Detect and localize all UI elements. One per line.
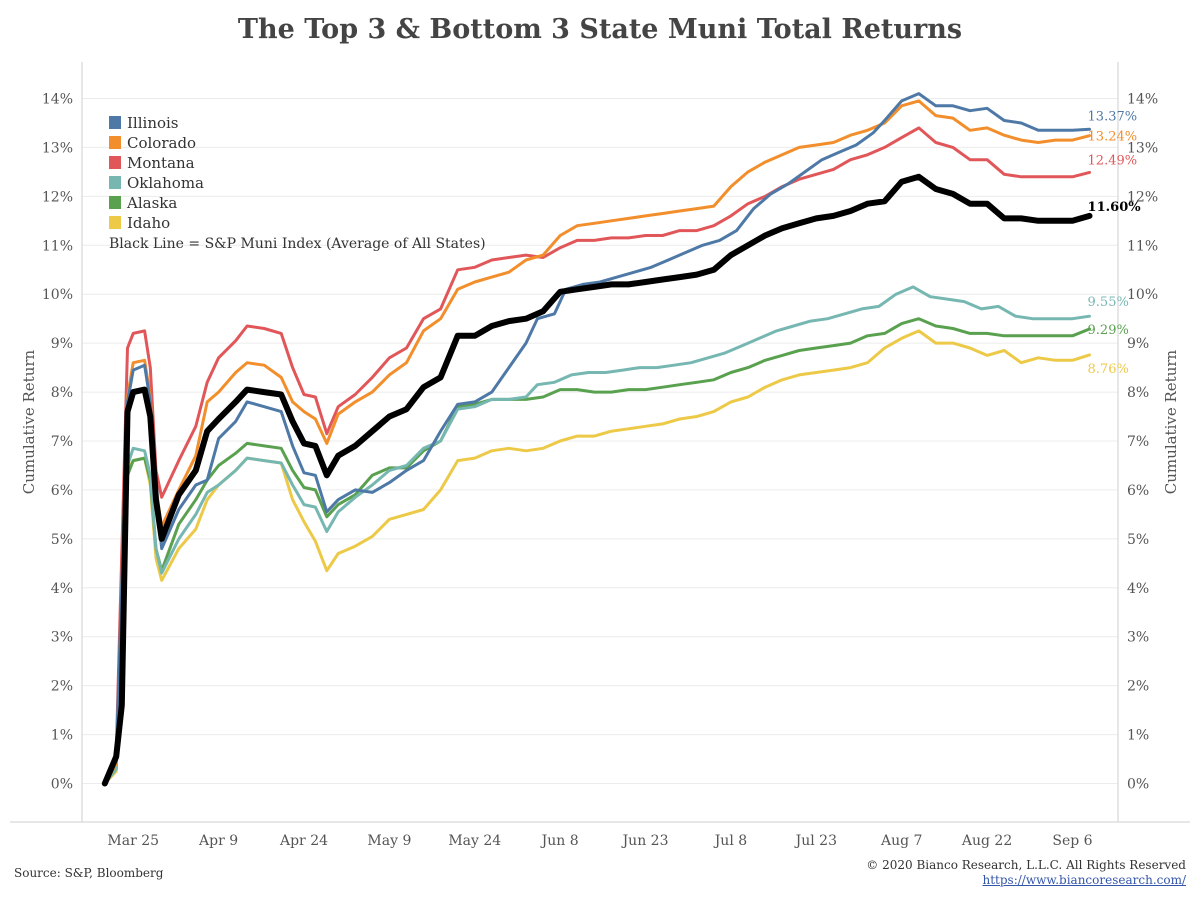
series-line-illinois xyxy=(103,92,1091,785)
legend-swatch xyxy=(109,196,121,209)
y-axis-label-right: Cumulative Return xyxy=(1162,349,1180,494)
x-tick-label: Aug 7 xyxy=(880,833,922,849)
y-tick-label-right: 7% xyxy=(1127,434,1149,450)
y-tick-label-left: 6% xyxy=(51,483,73,499)
x-tick-label: Sep 6 xyxy=(1052,833,1092,849)
y-tick-label-right: 10% xyxy=(1127,287,1158,303)
end-label: 9.29% xyxy=(1088,323,1129,338)
end-label: 13.37% xyxy=(1088,109,1138,124)
legend-swatch xyxy=(109,116,121,129)
y-tick-label-left: 1% xyxy=(51,728,73,744)
legend-label: Idaho xyxy=(127,214,170,232)
y-tick-label-right: 0% xyxy=(1127,777,1149,793)
x-tick-label: Jun 8 xyxy=(540,833,579,849)
x-tick-label: Jul 8 xyxy=(713,833,747,849)
website-link[interactable]: https://www.biancoresearch.com/ xyxy=(982,873,1186,887)
y-tick-label-left: 13% xyxy=(42,140,73,156)
y-tick-label-left: 11% xyxy=(42,238,73,254)
y-tick-label-right: 1% xyxy=(1127,728,1149,744)
x-tick-label: May 24 xyxy=(448,833,501,849)
y-tick-label-right: 11% xyxy=(1127,238,1158,254)
x-tick-label: Jul 23 xyxy=(794,833,837,849)
y-tick-label-right: 9% xyxy=(1127,336,1149,352)
y-tick-label-right: 3% xyxy=(1127,630,1149,646)
y-tick-label-right: 14% xyxy=(1127,92,1158,108)
series-line-montana xyxy=(103,126,1091,785)
end-label: 13.24% xyxy=(1088,130,1138,145)
x-tick-label: Mar 25 xyxy=(107,833,159,849)
series-line-idaho xyxy=(103,329,1091,785)
legend-label: Alaska xyxy=(126,194,177,212)
legend-label: Oklahoma xyxy=(127,174,204,192)
series-lines xyxy=(101,92,1093,787)
y-tick-label-right: 2% xyxy=(1127,679,1149,695)
y-tick-label-left: 5% xyxy=(51,532,73,548)
series-line-colorado xyxy=(103,99,1091,785)
x-tick-label: Jun 23 xyxy=(621,833,669,849)
copyright-text: © 2020 Bianco Research, L.L.C. All Right… xyxy=(866,858,1186,872)
legend-label: Montana xyxy=(127,154,195,172)
source-note: Source: S&P, Bloomberg xyxy=(14,866,164,880)
y-tick-label-left: 7% xyxy=(51,434,73,450)
end-labels: 8.76% 9.29% 9.55% 12.49% 13.24% 13.37% 11.60% xyxy=(1088,109,1142,377)
legend-swatch xyxy=(109,136,121,149)
series-line-s-p-muni-index xyxy=(101,173,1093,787)
series-line-oklahoma xyxy=(103,285,1091,785)
y-tick-label-left: 0% xyxy=(51,777,73,793)
end-label: 12.49% xyxy=(1088,153,1138,168)
end-label: 11.60% xyxy=(1088,200,1142,215)
end-label: 9.55% xyxy=(1088,295,1129,310)
y-tick-label-left: 2% xyxy=(51,679,73,695)
x-tick-label: May 9 xyxy=(367,833,411,849)
legend-label: Illinois xyxy=(127,114,179,132)
y-tick-label-right: 5% xyxy=(1127,532,1149,548)
y-tick-label-left: 3% xyxy=(51,630,73,646)
y-tick-label-right: 6% xyxy=(1127,483,1149,499)
page-title: The Top 3 & Bottom 3 State Muni Total Re… xyxy=(237,14,963,45)
y-tick-label-left: 4% xyxy=(51,581,73,597)
y-tick-label-left: 12% xyxy=(42,189,73,205)
y-tick-label-left: 8% xyxy=(51,385,73,401)
x-tick-label: Apr 24 xyxy=(279,833,328,849)
y-tick-label-left: 9% xyxy=(51,336,73,352)
y-tick-label-left: 14% xyxy=(42,92,73,108)
y-tick-label-right: 4% xyxy=(1127,581,1149,597)
legend: Illinois Colorado Montana Oklahoma Alaska Ida… xyxy=(109,114,486,252)
end-label: 8.76% xyxy=(1088,362,1129,377)
y-axis-label-left: Cumulative Return xyxy=(20,349,38,494)
x-tick-label: Aug 22 xyxy=(961,833,1012,849)
axes: 0% 0% 1% 1% 2% 2% 3% 3% 4% 4% 5% 5% 6% 6% 7% 7% 8% 8% 9% 9%… xyxy=(10,62,1190,849)
series-line-alaska xyxy=(103,317,1091,785)
legend-swatch xyxy=(109,156,121,169)
legend-swatch xyxy=(109,216,121,229)
footer-credits: © 2020 Bianco Research, L.L.C. All Right… xyxy=(866,858,1186,888)
x-tick-label: Apr 9 xyxy=(198,833,238,849)
legend-note: Black Line = S&P Muni Index (Average of … xyxy=(109,236,486,252)
y-tick-label-left: 10% xyxy=(42,287,73,303)
legend-swatch xyxy=(109,176,121,189)
y-tick-label-right: 8% xyxy=(1127,385,1149,401)
legend-label: Colorado xyxy=(127,134,196,152)
y-tick-label-right: 13% xyxy=(1127,140,1158,156)
y-tick-label-right: 12% xyxy=(1127,189,1158,205)
